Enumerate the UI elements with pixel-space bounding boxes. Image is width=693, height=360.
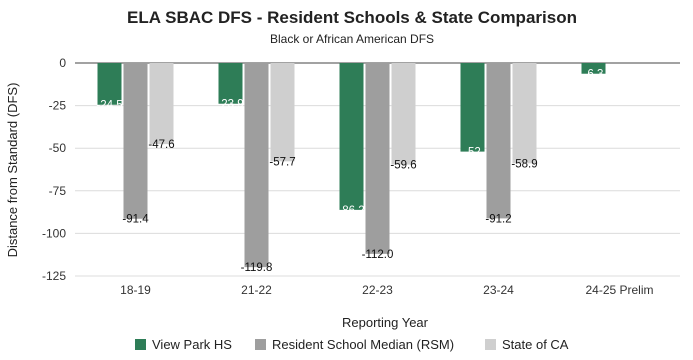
y-tick-label: -125 xyxy=(42,269,66,283)
data-label: -24.5 xyxy=(96,100,122,112)
y-tick-label: -75 xyxy=(49,184,67,198)
data-label: -58.9 xyxy=(511,158,537,170)
y-tick-label: -100 xyxy=(42,226,66,240)
x-tick-label: 23-24 xyxy=(483,283,514,297)
y-tick-label: 0 xyxy=(59,56,66,70)
data-label: -91.2 xyxy=(485,213,511,225)
y-axis-title: Distance from Standard (DFS) xyxy=(5,83,20,258)
bar xyxy=(97,63,122,105)
x-tick-label: 22-23 xyxy=(362,283,393,297)
bar xyxy=(149,63,174,145)
data-label: -112.0 xyxy=(362,249,394,261)
x-tick-label: 24-25 Prelim xyxy=(585,283,653,297)
bar xyxy=(270,63,295,162)
data-label: -47.6 xyxy=(148,139,174,151)
legend-swatch xyxy=(135,339,146,350)
y-tick-label: -50 xyxy=(49,141,67,155)
bar xyxy=(218,63,243,104)
y-tick-label: -25 xyxy=(49,99,67,113)
bar xyxy=(391,63,416,165)
bar xyxy=(365,63,390,254)
x-axis-title: Reporting Year xyxy=(342,315,429,330)
data-label: -57.7 xyxy=(269,156,295,168)
data-label: -59.6 xyxy=(390,160,416,172)
data-label: -86.2 xyxy=(338,205,364,217)
bar xyxy=(486,63,511,219)
legend: View Park HS Resident School Median (RSM)… xyxy=(135,337,569,352)
legend-swatch xyxy=(255,339,266,350)
data-label: -91.4 xyxy=(122,214,149,226)
legend-swatch xyxy=(485,339,496,350)
legend-label: Resident School Median (RSM) xyxy=(272,337,454,352)
bar xyxy=(512,63,537,164)
bar xyxy=(581,63,606,74)
data-label: -119.8 xyxy=(241,262,273,274)
bar xyxy=(339,63,364,210)
x-tick-label: 18-19 xyxy=(120,283,151,297)
legend-label: View Park HS xyxy=(152,337,232,352)
x-tick-label: 21-22 xyxy=(241,283,272,297)
data-label: -6.3 xyxy=(584,69,604,81)
chart-title: ELA SBAC DFS - Resident Schools & State … xyxy=(127,8,577,27)
legend-label: State of CA xyxy=(502,337,569,352)
x-axis-ticks: 18-19 21-22 22-23 23-24 24-25 Prelim xyxy=(120,283,653,297)
bars xyxy=(97,63,606,268)
data-label: -52 xyxy=(464,147,481,159)
data-labels: -24.5 -91.4 -47.6 -23.9 -119.8 -57.7 -86.2 -112… xyxy=(96,69,603,274)
bar xyxy=(460,63,485,152)
bar xyxy=(123,63,148,219)
chart-subtitle: Black or African American DFS xyxy=(270,32,434,46)
data-label: -23.9 xyxy=(217,99,243,111)
bar xyxy=(244,63,269,268)
